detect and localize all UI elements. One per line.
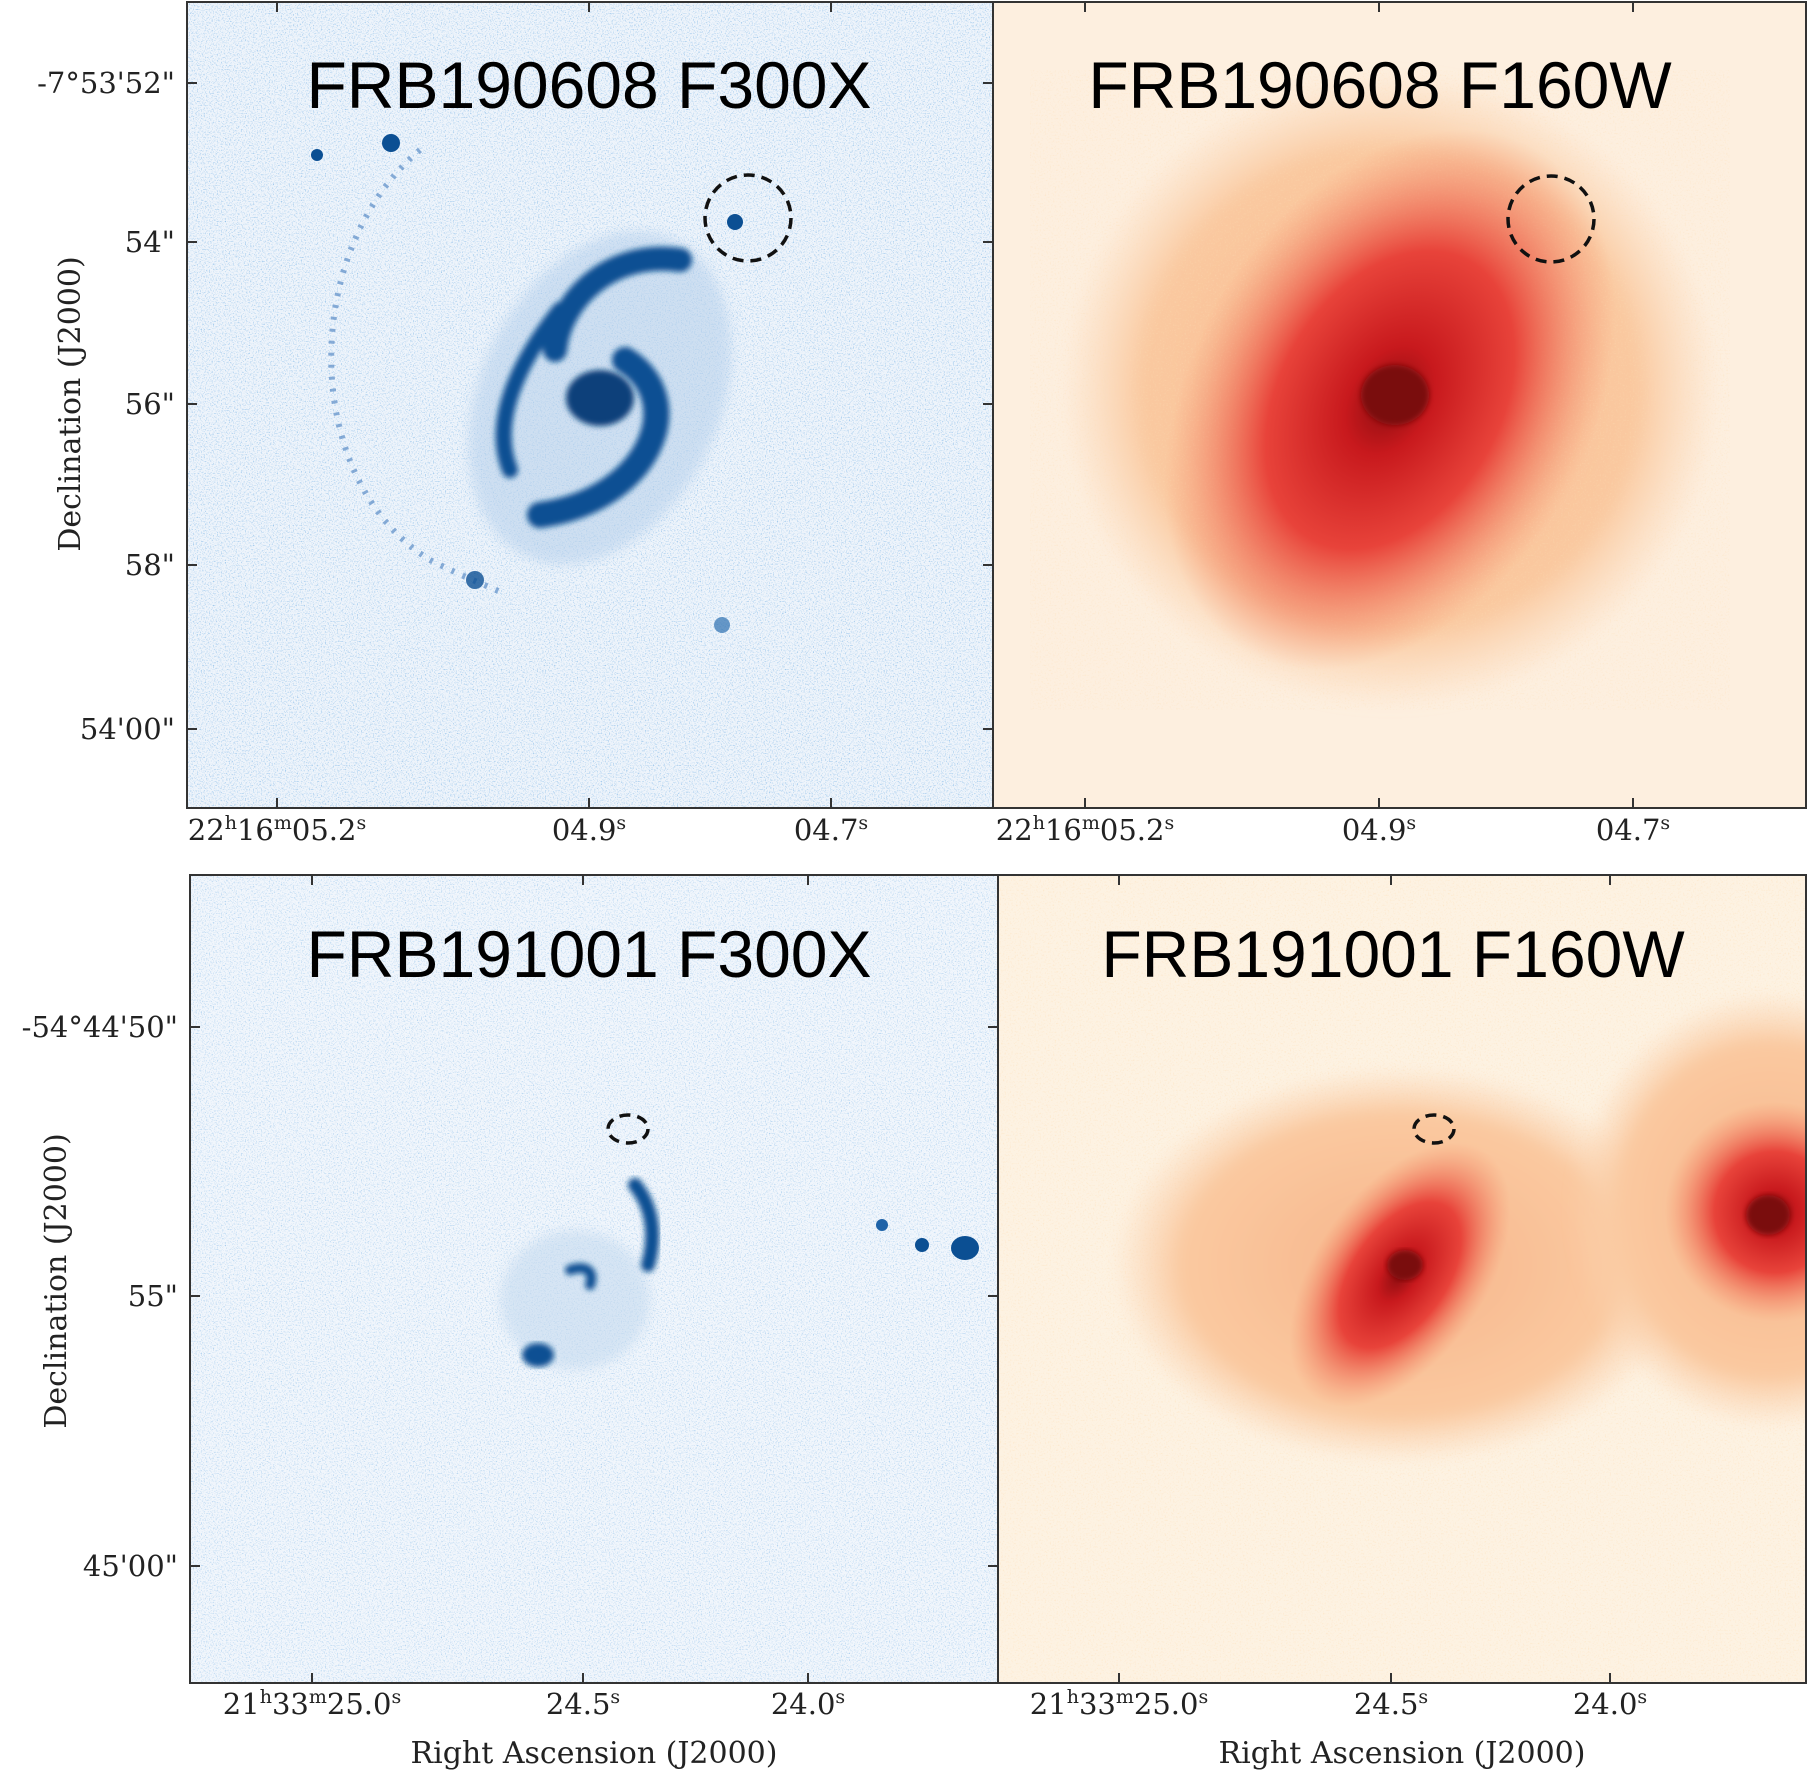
x-tick-label: 04.9s (552, 812, 626, 847)
tick-number: 24.0 (771, 1687, 836, 1721)
tick-unit: h (225, 812, 237, 834)
tick-number: 04.9 (1342, 813, 1407, 847)
tick-number: 04.7 (1596, 813, 1661, 847)
tick-unit: m (274, 812, 292, 834)
tick-unit: h (1067, 1686, 1079, 1708)
image-f160w-top (993, 2, 1806, 808)
tick-unit: m (1116, 1686, 1134, 1708)
x-tick-label: 24.0s (1573, 1686, 1647, 1721)
tick-number: 05.2 (292, 813, 357, 847)
panel-title: FRB191001 F160W (1101, 917, 1685, 991)
image-f160w-bottom (998, 875, 1806, 1683)
tick-unit: s (610, 1686, 620, 1708)
y-tick-label: 45'00" (83, 1549, 178, 1583)
tick-unit: s (1637, 1686, 1647, 1708)
x-tick-label: 24.5s (546, 1686, 620, 1721)
y-tick-label: 54" (125, 225, 175, 259)
x-tick-label: 22h16m05.2s (996, 812, 1174, 847)
tick-unit: s (858, 812, 868, 834)
tick-unit: s (1418, 1686, 1428, 1708)
image-f300x-top (187, 2, 993, 808)
panel-title: FRB191001 F300X (306, 917, 871, 991)
tick-unit: m (309, 1686, 327, 1708)
x-tick-label: 22h16m05.2s (188, 812, 366, 847)
tick-unit: s (391, 1686, 401, 1708)
x-tick-label: 24.5s (1354, 1686, 1428, 1721)
panel-title: FRB190608 F300X (306, 48, 871, 122)
panel-title: FRB190608 F160W (1088, 48, 1672, 122)
tick-number: 25.0 (327, 1687, 392, 1721)
tick-number: 24.5 (1354, 1687, 1419, 1721)
x-tick-label: 04.7s (794, 812, 868, 847)
y-tick-label: 54'00" (80, 712, 175, 746)
tick-unit: h (1033, 812, 1045, 834)
tick-number: 22 (188, 813, 225, 847)
y-axis-label: Declination (J2000) (39, 1133, 74, 1428)
tick-unit: h (260, 1686, 272, 1708)
tick-unit: m (1082, 812, 1100, 834)
x-tick-label: 21h33m25.0s (223, 1686, 401, 1721)
tick-number: 25.0 (1134, 1687, 1199, 1721)
tick-unit: s (356, 812, 366, 834)
tick-unit: s (1660, 812, 1670, 834)
y-tick-label: 56" (125, 387, 175, 421)
y-tick-label: 58" (125, 548, 175, 582)
tick-unit: s (1198, 1686, 1208, 1708)
tick-number: 33 (272, 1687, 309, 1721)
tick-number: 04.7 (794, 813, 859, 847)
y-tick-label: 55" (128, 1279, 178, 1313)
tick-number: 21 (1030, 1687, 1067, 1721)
tick-number: 33 (1079, 1687, 1116, 1721)
tick-number: 24.0 (1573, 1687, 1638, 1721)
x-axis-label: Right Ascension (J2000) (1219, 1736, 1586, 1771)
x-tick-label: 24.0s (771, 1686, 845, 1721)
tick-number: 21 (223, 1687, 260, 1721)
x-axis-label: Right Ascension (J2000) (411, 1736, 778, 1771)
tick-number: 05.2 (1100, 813, 1165, 847)
image-f300x-bottom (190, 875, 998, 1683)
y-tick-label: -54°44'50" (22, 1010, 178, 1044)
tick-number: 16 (1045, 813, 1082, 847)
tick-unit: s (1406, 812, 1416, 834)
y-tick-label: -7°53'52" (37, 66, 175, 100)
x-tick-label: 04.9s (1342, 812, 1416, 847)
y-axis-label: Declination (J2000) (53, 256, 88, 551)
tick-unit: s (835, 1686, 845, 1708)
tick-unit: s (1164, 812, 1174, 834)
tick-unit: s (616, 812, 626, 834)
tick-number: 16 (237, 813, 274, 847)
x-tick-label: 04.7s (1596, 812, 1670, 847)
tick-number: 22 (996, 813, 1033, 847)
tick-number: 04.9 (552, 813, 617, 847)
tick-number: 24.5 (546, 1687, 611, 1721)
x-tick-label: 21h33m25.0s (1030, 1686, 1208, 1721)
